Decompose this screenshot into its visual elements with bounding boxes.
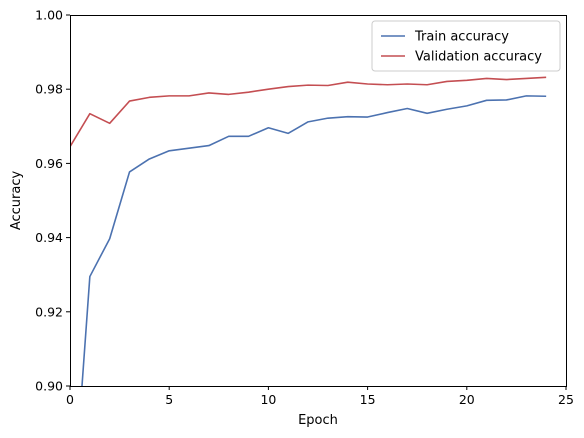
x-tick-label: 15 — [360, 392, 376, 407]
series-line-train-accuracy — [81, 95, 547, 386]
legend-label: Validation accuracy — [415, 50, 542, 65]
y-tick-label: 0.98 — [35, 82, 63, 97]
x-tick-label: 5 — [165, 392, 173, 407]
x-tick-label: 10 — [260, 392, 276, 407]
y-tick-label: 0.90 — [35, 379, 63, 394]
x-tick-label: 20 — [459, 392, 475, 407]
x-tick-label: 0 — [66, 392, 74, 407]
y-tick-label: 0.96 — [35, 156, 63, 171]
plot-area — [70, 15, 566, 386]
y-axis-title: Accuracy — [9, 171, 24, 231]
series-line-validation-accuracy — [70, 76, 547, 148]
x-tick-label: 25 — [558, 392, 574, 407]
plot-frame — [70, 15, 567, 387]
y-tick-label: 0.94 — [35, 230, 63, 245]
y-tick-label: 0.92 — [35, 304, 63, 319]
legend-box — [371, 20, 561, 72]
legend: Train accuracy Validation accuracy — [371, 20, 561, 72]
x-axis-title: Epoch — [298, 413, 338, 428]
y-tick-label: 1.00 — [35, 8, 63, 23]
legend-label: Train accuracy — [414, 30, 509, 45]
